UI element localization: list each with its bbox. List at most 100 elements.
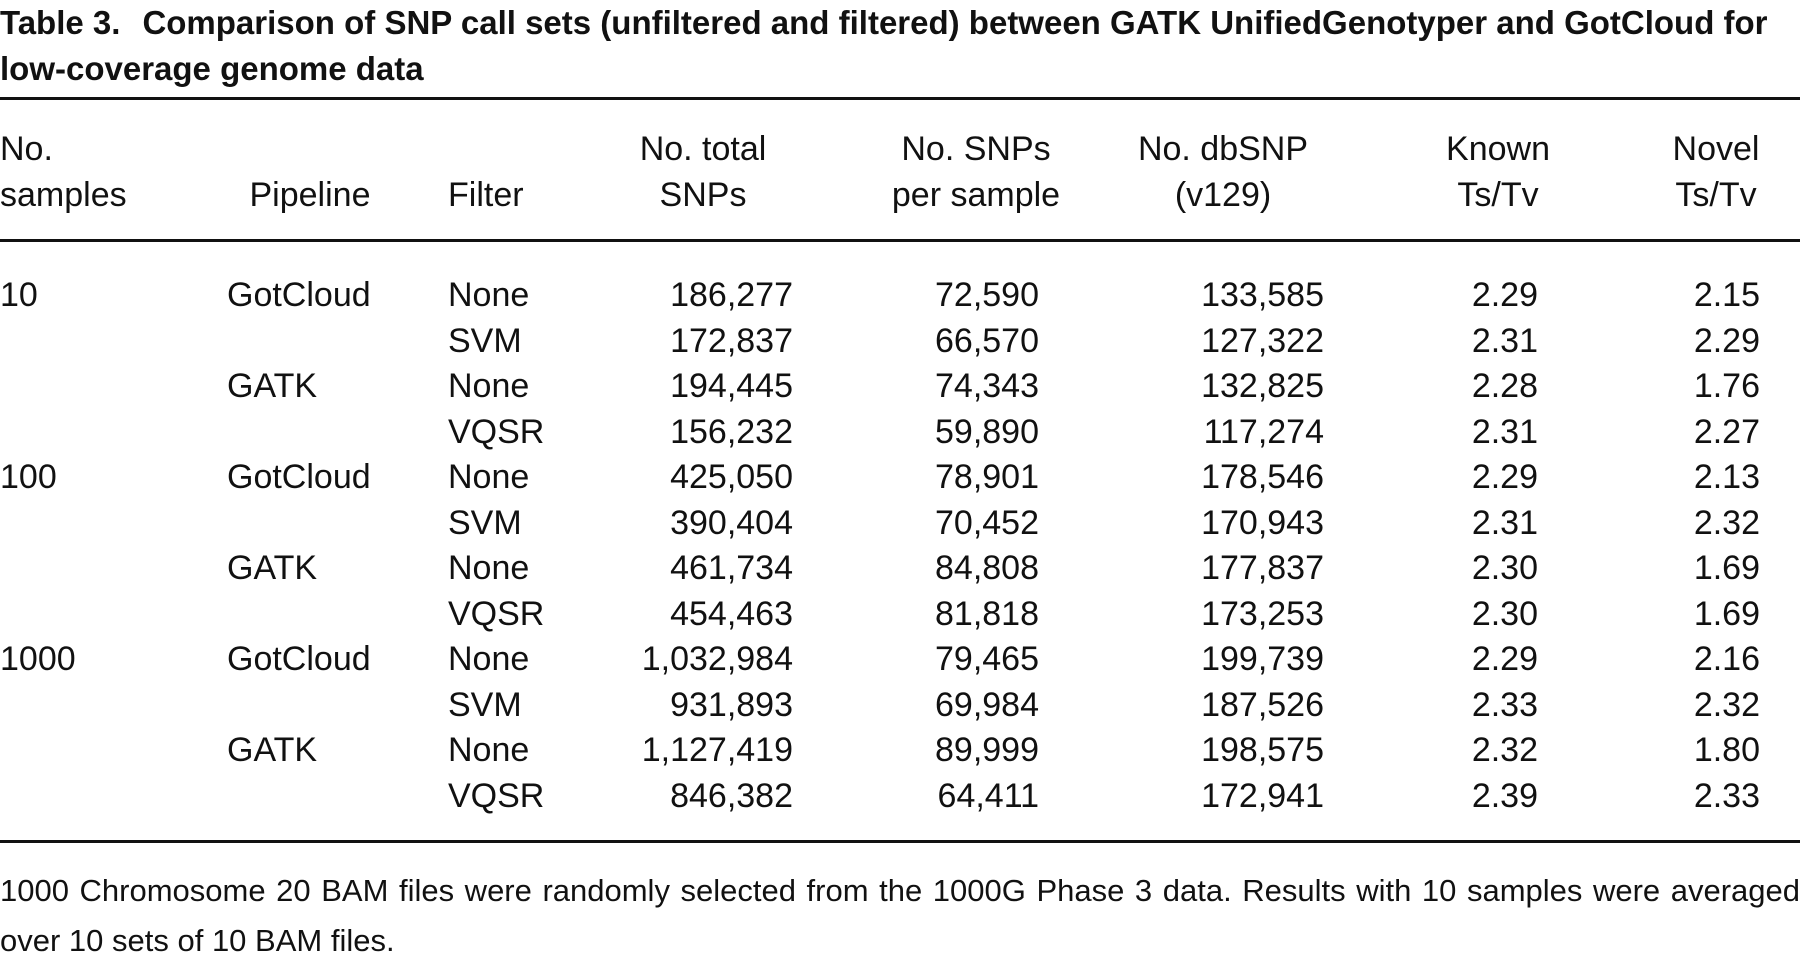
value-cell: 199,739: [1201, 640, 1324, 678]
caption-label: Table 3.: [0, 4, 121, 41]
value-cell: 69,984: [935, 685, 1039, 724]
value-cell: 2.30: [1471, 594, 1538, 633]
pipeline-cell: GotCloud: [227, 640, 371, 678]
filter-cell: VQSR: [448, 594, 545, 633]
value-cell: 74,343: [935, 367, 1039, 405]
column-header: No. total: [639, 130, 767, 168]
value-cell: 70,452: [935, 503, 1039, 542]
value-cell: 170,943: [1201, 503, 1324, 542]
value-cell: 198,575: [1201, 731, 1324, 769]
value-cell: 2.33: [1693, 776, 1760, 815]
value-cell: 454,463: [670, 594, 793, 633]
value-cell: 64,411: [937, 776, 1039, 815]
value-cell: 2.32: [1693, 685, 1760, 724]
filter-cell: SVM: [448, 321, 522, 360]
bottom-rule: [0, 840, 1800, 843]
value-cell: 1.76: [1693, 367, 1760, 405]
pipeline-cell: GATK: [227, 731, 318, 769]
value-cell: 72,590: [935, 276, 1039, 314]
value-cell: 187,526: [1201, 685, 1324, 724]
value-cell: 2.28: [1471, 367, 1538, 405]
column-header: Ts/Tv: [1457, 176, 1539, 214]
pipeline-cell: GotCloud: [227, 276, 371, 314]
value-cell: 2.33: [1471, 685, 1538, 724]
value-cell: 78,901: [935, 458, 1039, 496]
value-cell: 2.29: [1471, 276, 1538, 314]
samples-cell: 1000: [0, 640, 76, 678]
value-cell: 186,277: [670, 276, 793, 314]
filter-cell: None: [448, 640, 530, 678]
column-header: Ts/Tv: [1675, 176, 1757, 214]
value-cell: 84,808: [935, 549, 1039, 587]
value-cell: 59,890: [935, 412, 1039, 451]
samples-cell: 10: [0, 276, 38, 314]
filter-cell: None: [448, 367, 530, 405]
pipeline-cell: GATK: [227, 549, 318, 587]
pipeline-cell: GotCloud: [227, 458, 371, 496]
value-cell: 178,546: [1201, 458, 1324, 496]
footnote: 1000 Chromosome 20 BAM files were random…: [0, 873, 1800, 958]
samples-cell: 100: [0, 458, 57, 496]
value-cell: 461,734: [670, 549, 793, 587]
column-header: samples: [0, 176, 127, 214]
table-caption: Table 3. Comparison of SNP call sets (unf…: [0, 0, 1800, 92]
value-cell: 172,837: [670, 321, 793, 360]
value-cell: 2.29: [1471, 640, 1538, 678]
value-cell: 172,941: [1201, 776, 1324, 815]
value-cell: 1,032,984: [641, 640, 793, 678]
value-cell: 2.39: [1471, 776, 1538, 815]
value-cell: 2.32: [1471, 731, 1538, 769]
filter-cell: VQSR: [448, 776, 545, 815]
value-cell: 2.29: [1693, 321, 1760, 360]
filter-cell: VQSR: [448, 412, 545, 451]
value-cell: 2.29: [1471, 458, 1538, 496]
value-cell: 127,322: [1201, 321, 1324, 360]
value-cell: 177,837: [1201, 549, 1324, 587]
value-cell: 2.31: [1471, 412, 1538, 451]
column-header: Known: [1446, 130, 1550, 168]
value-cell: 1.80: [1693, 731, 1760, 769]
column-header: (v129): [1174, 176, 1272, 214]
value-cell: 79,465: [935, 640, 1039, 678]
filter-cell: None: [448, 276, 530, 314]
value-cell: 931,893: [670, 685, 793, 724]
column-header: No.: [0, 130, 53, 168]
column-header: Novel: [1672, 130, 1760, 168]
value-cell: 425,050: [670, 458, 793, 496]
filter-cell: None: [448, 731, 530, 769]
column-header: No. SNPs: [901, 130, 1051, 168]
value-cell: 390,404: [670, 503, 793, 542]
value-cell: 1.69: [1693, 549, 1760, 587]
value-cell: 1,127,419: [641, 731, 793, 769]
value-cell: 81,818: [935, 594, 1039, 633]
value-cell: 2.13: [1693, 458, 1760, 496]
value-cell: 194,445: [670, 367, 793, 405]
column-header: SNPs: [659, 176, 747, 214]
value-cell: 2.16: [1693, 640, 1760, 678]
filter-cell: SVM: [448, 685, 522, 724]
value-cell: 846,382: [670, 776, 793, 815]
filter-cell: None: [448, 549, 530, 587]
value-cell: 156,232: [670, 412, 793, 451]
value-cell: 173,253: [1201, 594, 1324, 633]
value-cell: 133,585: [1201, 276, 1324, 314]
value-cell: 132,825: [1201, 367, 1324, 405]
value-cell: 2.30: [1471, 549, 1538, 587]
header-rule: [0, 239, 1800, 242]
value-cell: 117,274: [1203, 412, 1324, 451]
value-cell: 66,570: [935, 321, 1039, 360]
column-header: No. dbSNP: [1137, 130, 1309, 168]
column-header: Pipeline: [249, 176, 371, 214]
value-cell: 2.15: [1693, 276, 1760, 314]
value-cell: 89,999: [935, 731, 1039, 769]
value-cell: 1.69: [1693, 594, 1760, 633]
pipeline-cell: GATK: [227, 367, 318, 405]
value-cell: 2.31: [1471, 321, 1538, 360]
caption-text: Comparison of SNP call sets (unfiltered …: [0, 4, 1768, 87]
top-rule: [0, 97, 1800, 100]
filter-cell: None: [448, 458, 530, 496]
column-header: Filter: [448, 176, 524, 214]
value-cell: 2.31: [1471, 503, 1538, 542]
value-cell: 2.32: [1693, 503, 1760, 542]
